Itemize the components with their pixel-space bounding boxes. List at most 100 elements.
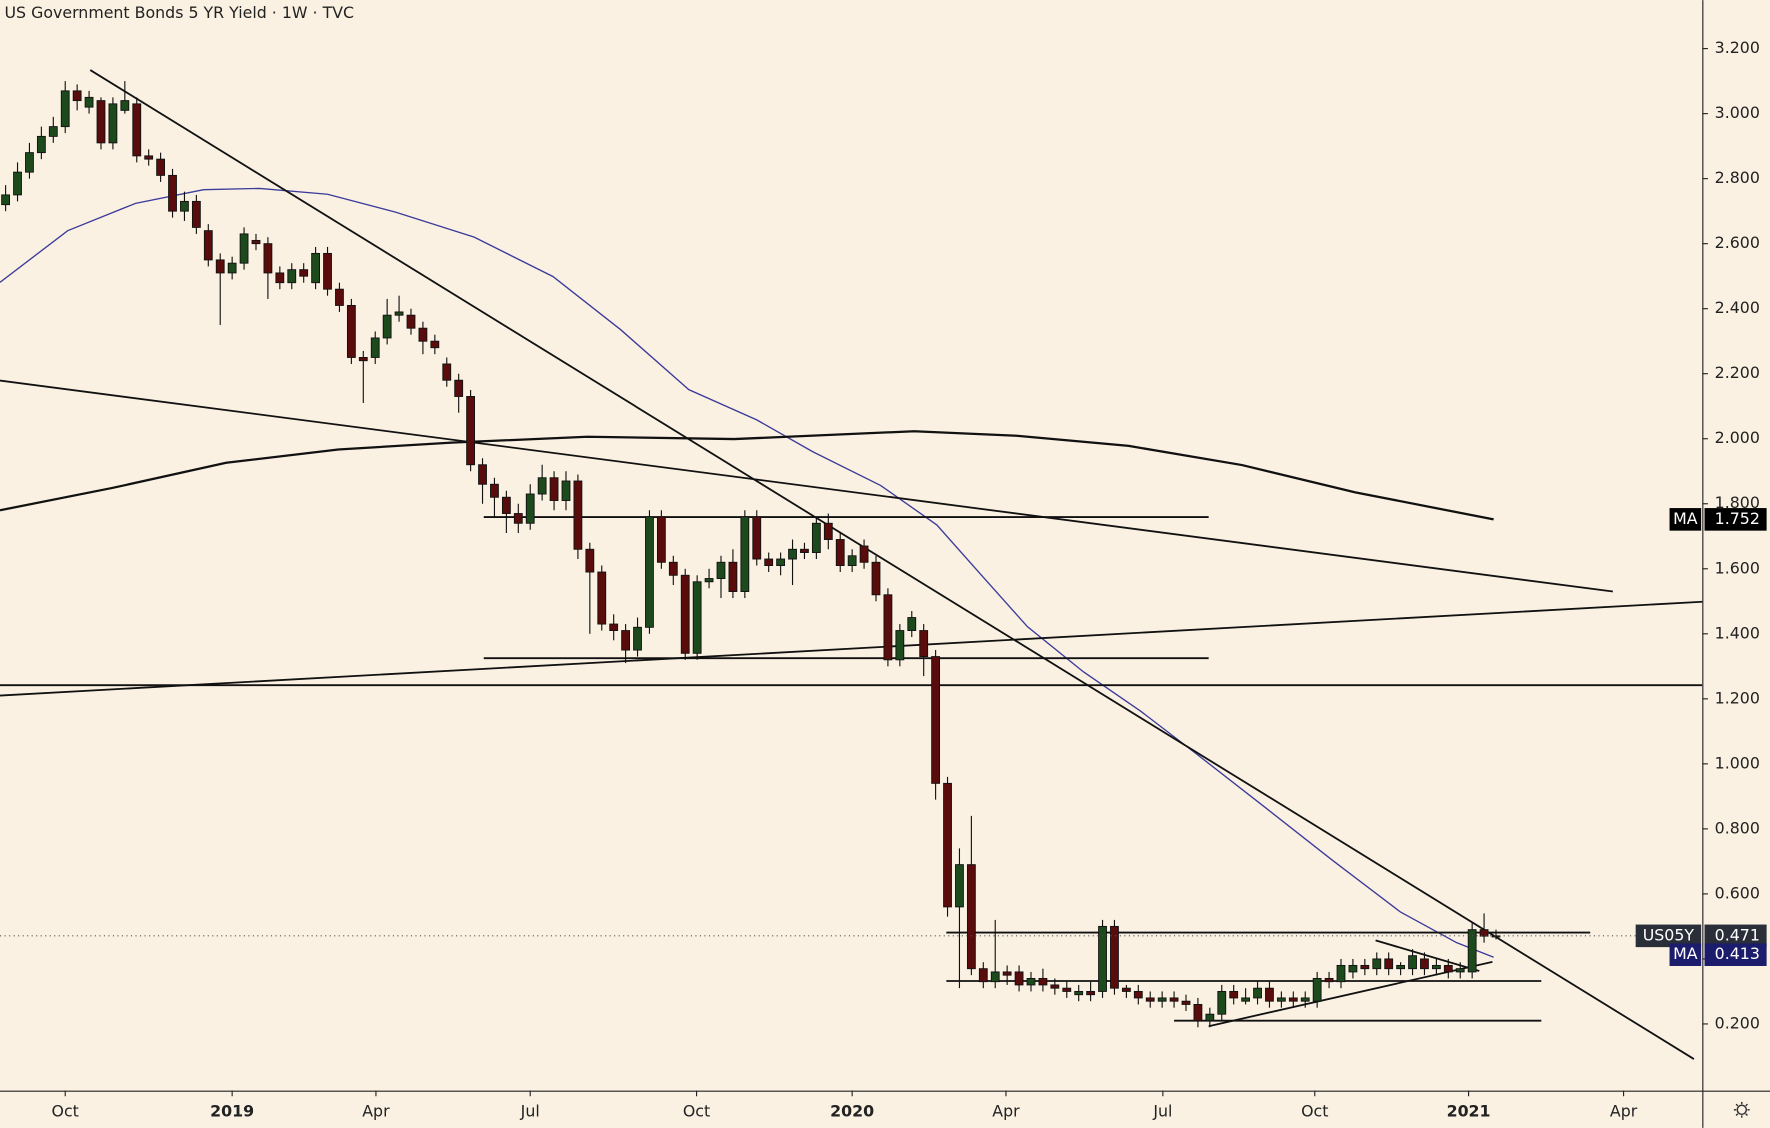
candle-body	[847, 555, 857, 566]
candle-body	[1491, 935, 1501, 938]
candle-body	[1420, 958, 1429, 970]
candle-body	[13, 171, 22, 196]
candle-body	[168, 174, 177, 212]
moving-average	[0, 430, 1494, 521]
candle-body	[1396, 964, 1406, 970]
candle-body	[895, 630, 905, 661]
y-tick-label: 3.000	[1715, 103, 1760, 122]
candle-body	[633, 626, 642, 651]
candle-body	[1169, 997, 1179, 1002]
candle-body	[96, 100, 106, 144]
candle-body	[466, 396, 476, 466]
x-tick-label: Oct	[1301, 1102, 1328, 1121]
price-label-name-box	[1669, 508, 1702, 531]
candle-body	[645, 516, 654, 628]
candle-body	[1479, 929, 1489, 937]
price-label-name: MA	[1673, 944, 1698, 963]
candle-body	[454, 379, 464, 397]
candle-body	[1348, 964, 1358, 973]
candle-body	[1372, 958, 1382, 970]
candle-body	[263, 243, 273, 274]
candle-body	[430, 340, 440, 349]
candle-body	[835, 539, 845, 566]
candle-body	[680, 574, 690, 654]
candle-body	[275, 272, 285, 284]
y-tick-label: 0.200	[1715, 1013, 1760, 1032]
price-label-name-box	[1635, 924, 1702, 948]
candle-body	[251, 239, 261, 245]
candle-body	[978, 968, 988, 983]
candle-body	[406, 314, 416, 329]
candle-body	[1431, 964, 1441, 970]
candle-body	[287, 269, 297, 284]
y-tick-label: 1.200	[1715, 688, 1760, 707]
candle-body	[1467, 929, 1477, 973]
trendline	[89, 69, 1695, 1060]
candle-body	[1038, 977, 1048, 986]
candle-body	[227, 262, 237, 274]
candle-body	[752, 516, 762, 560]
candle-body	[108, 103, 118, 144]
candle-body	[1110, 925, 1119, 989]
price-label-value-box	[1704, 924, 1767, 948]
candle-body	[966, 864, 976, 970]
moving-average	[0, 187, 1494, 958]
trendline	[1375, 939, 1480, 972]
candle-body	[1026, 977, 1036, 986]
candle-body	[156, 158, 166, 176]
candle-body	[585, 548, 595, 573]
chart-title: US Government Bonds 5 YR Yield · 1W · TV…	[5, 3, 355, 22]
candle-body	[990, 971, 1000, 983]
candle-body	[919, 630, 929, 658]
price-label-name: MA	[1673, 509, 1698, 528]
price-label-value: 0.471	[1715, 925, 1760, 944]
candle-body	[36, 135, 46, 154]
candle-body	[943, 782, 952, 908]
candle-body	[180, 200, 189, 212]
candle-body	[823, 522, 833, 540]
candle-body	[537, 477, 547, 495]
y-tick-label: 0.600	[1715, 883, 1760, 902]
candle-body	[358, 357, 368, 362]
candle-body	[299, 269, 309, 277]
candle-body	[394, 311, 404, 316]
candle-body	[120, 100, 130, 111]
candle-body	[513, 513, 523, 524]
settings-icon[interactable]	[1733, 1101, 1750, 1118]
candle-body	[1086, 990, 1096, 996]
candle-body	[191, 200, 201, 228]
candle-body	[764, 558, 774, 566]
candle-body	[1181, 1000, 1191, 1005]
price-label-name: US05Y	[1643, 925, 1695, 944]
x-tick-label: Apr	[1610, 1102, 1638, 1121]
candle-body	[1, 194, 11, 206]
candle-body	[883, 594, 893, 661]
price-label-name-box	[1669, 943, 1702, 966]
price-label-value: 1.752	[1715, 509, 1760, 528]
candle-body	[1098, 925, 1107, 992]
candle-body	[1205, 1013, 1215, 1022]
candle-body	[656, 516, 666, 563]
x-tick-label: 2019	[210, 1102, 254, 1121]
candle-body	[1312, 977, 1322, 1002]
candle-body	[1455, 968, 1465, 973]
candle-body	[609, 623, 619, 632]
y-tick-label: 2.600	[1715, 233, 1760, 252]
y-tick-label: 2.800	[1715, 168, 1760, 187]
candle-body	[418, 327, 428, 342]
candle-body	[335, 288, 344, 306]
candle-body	[716, 561, 726, 579]
candle-body	[1300, 997, 1310, 1002]
candle-body	[478, 464, 487, 485]
x-tick-label: Jul	[1152, 1102, 1172, 1121]
candle-body	[382, 314, 392, 339]
candle-body	[1229, 990, 1239, 999]
candle-body	[788, 548, 797, 560]
candle-body	[549, 477, 559, 501]
x-tick-label: Oct	[683, 1102, 710, 1121]
candle-body	[1408, 955, 1417, 970]
candle-body	[48, 126, 58, 137]
